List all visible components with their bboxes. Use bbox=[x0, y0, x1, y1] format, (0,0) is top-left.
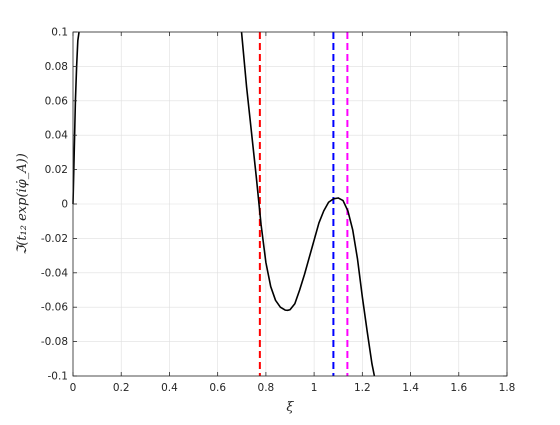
y-tick-label: -0.06 bbox=[41, 302, 68, 314]
x-tick-label: 1 bbox=[311, 382, 318, 394]
x-tick-label: 1.2 bbox=[354, 382, 371, 394]
y-tick-label: -0.1 bbox=[48, 371, 69, 383]
x-tick-label: 0.4 bbox=[161, 382, 178, 394]
x-tick-label: 0.8 bbox=[258, 382, 275, 394]
curve-segment bbox=[72, 31, 80, 205]
y-tick-label: -0.04 bbox=[41, 267, 68, 279]
x-axis-label: ξ bbox=[286, 400, 294, 415]
x-tick-label: 0.2 bbox=[113, 382, 130, 394]
x-tick-label: 1.8 bbox=[499, 382, 516, 394]
series-layer bbox=[72, 31, 376, 377]
y-axis-label: ℑ(t₁₂ exp(iφ̇_A)) bbox=[15, 153, 30, 255]
y-tick-label: 0.02 bbox=[45, 164, 68, 176]
tick-layer: 0 0.2 0.4 0.6 0.8 1 1.2 1.4 1.6 1.8 -0.1 -0.08 -0.06… bbox=[41, 27, 516, 395]
y-tick-label: 0.04 bbox=[45, 130, 69, 142]
y-tick-label: 0.1 bbox=[51, 27, 68, 39]
x-tick-label: 1.4 bbox=[402, 382, 419, 394]
x-tick-label: 0.6 bbox=[209, 382, 226, 394]
x-tick-label: 1.6 bbox=[450, 382, 467, 394]
y-tick-label: 0.08 bbox=[45, 61, 68, 73]
y-tick-label: 0 bbox=[61, 199, 68, 211]
vertical-lines bbox=[258, 32, 349, 376]
y-tick-label: -0.02 bbox=[41, 233, 68, 245]
curve-segment bbox=[240, 31, 376, 377]
y-tick-label: 0.06 bbox=[45, 95, 69, 107]
x-tick-label: 0 bbox=[70, 382, 77, 394]
y-tick-label: -0.08 bbox=[41, 336, 68, 348]
